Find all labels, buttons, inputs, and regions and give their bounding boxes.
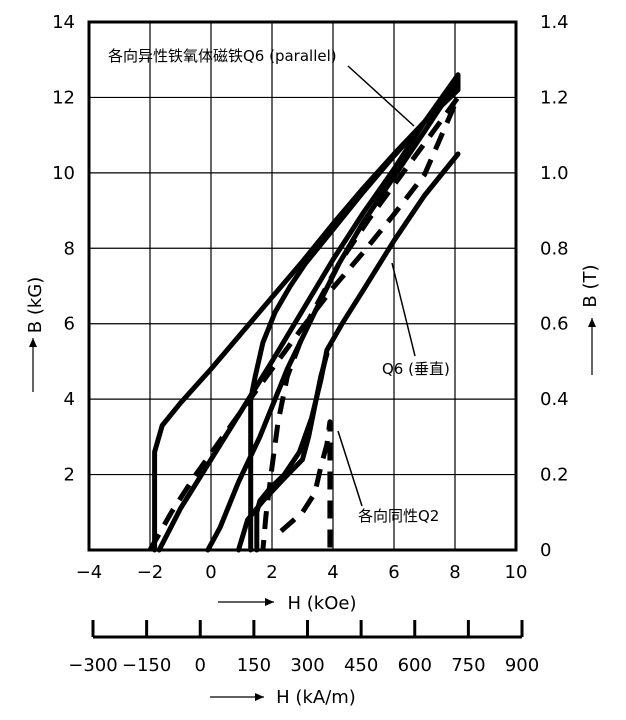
y-left-title-arrow-head — [29, 338, 37, 347]
x-tick-label: −2 — [137, 562, 164, 583]
secondary-x-tick-label: −300 — [68, 655, 117, 676]
frame-layer — [87, 20, 518, 552]
dashed-bh-curve-4 — [147, 94, 461, 552]
x-tick-label: 6 — [388, 562, 399, 583]
y-tick-label-right: 0 — [540, 540, 551, 561]
y-tick-label-right: 0.4 — [540, 389, 569, 410]
x-tick-label: 10 — [505, 562, 528, 583]
x-tick-label: 8 — [449, 562, 460, 583]
x-tick-label: 2 — [266, 562, 277, 583]
secondary-x-tick-label: 900 — [505, 655, 539, 676]
dashed-bh-curve-5 — [279, 419, 333, 550]
leader-line-isotropic — [337, 430, 363, 507]
annotation-layer — [337, 65, 416, 507]
secondary-x-tick-label: 450 — [344, 655, 378, 676]
solid-bh-curve-1 — [205, 78, 461, 553]
annotation-isotropic: 各向同性Q2 — [358, 507, 439, 525]
leader-line-perpendicular — [391, 262, 416, 357]
solid-bh-curve-3 — [236, 351, 330, 553]
x-title-arrow-head — [265, 598, 274, 606]
secondary-x-tick-label: 300 — [290, 655, 324, 676]
y-tick-label-right: 1.4 — [540, 12, 569, 33]
secondary-x-title-arrow-head — [255, 693, 264, 701]
annotation-perpendicular: Q6 (垂直) — [382, 360, 450, 378]
annotation-anisotropic-parallel: 各向异性铁氧体磁铁Q6 (parallel) — [108, 47, 337, 65]
y-tick-label-left: 4 — [64, 389, 75, 410]
secondary-x-tick-label: −150 — [122, 655, 171, 676]
y-axis-title-right: B (T) — [580, 264, 601, 307]
y-tick-label-right: 1.0 — [540, 163, 569, 184]
x-tick-label: 0 — [205, 562, 216, 583]
series-layer — [147, 72, 461, 553]
y-tick-label-right: 0.8 — [540, 238, 569, 259]
y-right-title-arrow-head — [588, 318, 596, 327]
y-tick-label-left: 8 — [64, 238, 75, 259]
y-tick-label-left: 12 — [52, 87, 75, 108]
y-tick-label-left: 10 — [52, 163, 75, 184]
ticks-layer: −4 −2 0 2 4 6 8 10 2 4 6 8 10 12 14 0 0.2 0.4 0.6 0.8 1.0 1.2… — [29, 12, 596, 701]
secondary-x-tick-label: 600 — [398, 655, 432, 676]
y-tick-label-left: 2 — [64, 465, 75, 486]
secondary-x-tick-label: 750 — [451, 655, 485, 676]
secondary-x-tick-label: 150 — [237, 655, 271, 676]
y-axis-title-left: B (kG) — [25, 277, 46, 334]
y-tick-label-left: 6 — [64, 314, 75, 335]
secondary-x-tick-label: 0 — [195, 655, 206, 676]
y-tick-label-right: 0.2 — [540, 465, 569, 486]
y-tick-label-left: 14 — [52, 12, 75, 33]
y-tick-label-right: 1.2 — [540, 87, 569, 108]
secondary-x-axis-title: H (kA/m) — [276, 687, 356, 708]
x-tick-label: 4 — [327, 562, 338, 583]
x-axis-title: H (kOe) — [288, 593, 357, 614]
x-tick-label: −4 — [76, 562, 103, 583]
leader-line-anisotropic — [347, 65, 415, 127]
plot-frame — [87, 20, 518, 552]
y-tick-label-right: 0.6 — [540, 314, 569, 335]
